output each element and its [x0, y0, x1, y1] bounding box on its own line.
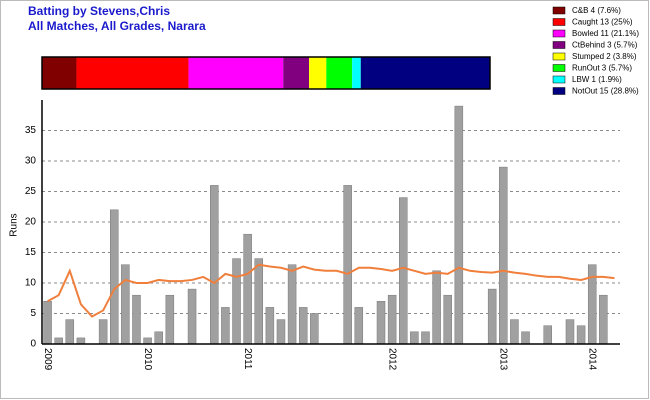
- bar: [54, 337, 63, 345]
- bar: [510, 319, 519, 345]
- x-tick-label: 2010: [142, 348, 153, 371]
- bar: [310, 313, 319, 345]
- dismissal-outline: [41, 56, 491, 90]
- legend-label: Stumped 2 (3.8%): [572, 52, 637, 61]
- bar: [43, 301, 52, 345]
- dismissal-segment: [352, 57, 361, 89]
- chart-subtitle: All Matches, All Grades, Narara: [28, 19, 206, 33]
- dismissal-segment: [326, 57, 353, 89]
- bar: [410, 331, 419, 345]
- bar: [599, 294, 608, 345]
- bar: [454, 105, 464, 345]
- bar: [210, 185, 219, 345]
- bar: [421, 331, 430, 345]
- bar: [543, 325, 552, 345]
- bar: [265, 307, 275, 345]
- legend-swatch: [552, 6, 566, 15]
- x-tick-label: 2014: [587, 348, 598, 371]
- bar: [487, 288, 497, 345]
- legend-swatch: [552, 41, 566, 49]
- legend-label: RunOut 3 (5.7%): [572, 64, 632, 73]
- legend-swatch: [552, 52, 566, 61]
- legend-label: CtBehind 3 (5.7%): [572, 41, 638, 50]
- legend-swatch: [552, 87, 566, 95]
- legend-label: Bowled 11 (21.1%): [572, 29, 639, 38]
- bar: [110, 209, 119, 345]
- x-tick-label: 2009: [42, 348, 53, 371]
- bar: [287, 264, 297, 345]
- bar: [65, 319, 75, 345]
- bar: [121, 264, 130, 345]
- legend-label: NotOut 15 (28.8%): [572, 87, 639, 96]
- y-tick-label: 15: [25, 247, 37, 258]
- dismissal-segment: [188, 57, 284, 89]
- y-tick-label: 0: [30, 339, 36, 350]
- bar: [243, 233, 252, 345]
- y-tick-label: 30: [25, 156, 37, 167]
- bar: [387, 294, 397, 345]
- bar: [187, 288, 197, 345]
- bar: [143, 337, 152, 345]
- bar: [232, 258, 241, 345]
- y-tick-label: 10: [25, 278, 37, 289]
- dismissal-segment: [360, 57, 490, 89]
- bar: [521, 331, 530, 345]
- bar: [254, 258, 263, 345]
- chart-title: Batting by Stevens,Chris: [28, 4, 170, 18]
- y-tick-label: 5: [30, 308, 36, 319]
- legend-swatch: [552, 29, 566, 38]
- legend-swatch: [552, 75, 566, 84]
- dismissal-segment: [42, 57, 77, 89]
- bar: [343, 185, 352, 345]
- bar: [376, 301, 386, 345]
- legend-label: Caught 13 (25%): [572, 18, 633, 27]
- legend-swatch: [552, 18, 566, 26]
- y-tick-label: 25: [25, 186, 37, 197]
- bar: [98, 319, 108, 345]
- y-tick-label: 35: [25, 125, 37, 136]
- average-line: [47, 263, 615, 318]
- y-tick-label: 20: [25, 217, 37, 228]
- x-tick-label: 2013: [498, 348, 509, 371]
- bar: [276, 319, 286, 345]
- bar: [132, 294, 141, 345]
- dismissal-segment: [309, 57, 327, 89]
- x-tick-label: 2012: [386, 348, 397, 371]
- bar: [154, 331, 163, 345]
- dismissal-segment: [76, 57, 189, 89]
- legend-label: LBW 1 (1.9%): [572, 75, 622, 84]
- dismissal-segment: [283, 57, 310, 89]
- bar: [499, 166, 508, 345]
- legend-swatch: [552, 64, 566, 72]
- bar: [298, 307, 308, 345]
- bar: [399, 197, 408, 345]
- y-axis-label: Runs: [9, 213, 20, 236]
- legend-label: C&B 4 (7.6%): [572, 6, 621, 15]
- x-tick-label: 2011: [242, 348, 253, 370]
- bar: [76, 337, 86, 345]
- bar: [221, 307, 230, 345]
- bar: [165, 294, 175, 345]
- bar: [443, 294, 452, 345]
- bar: [354, 307, 364, 345]
- bar: [432, 270, 441, 345]
- bar: [576, 325, 586, 345]
- bar: [565, 319, 575, 345]
